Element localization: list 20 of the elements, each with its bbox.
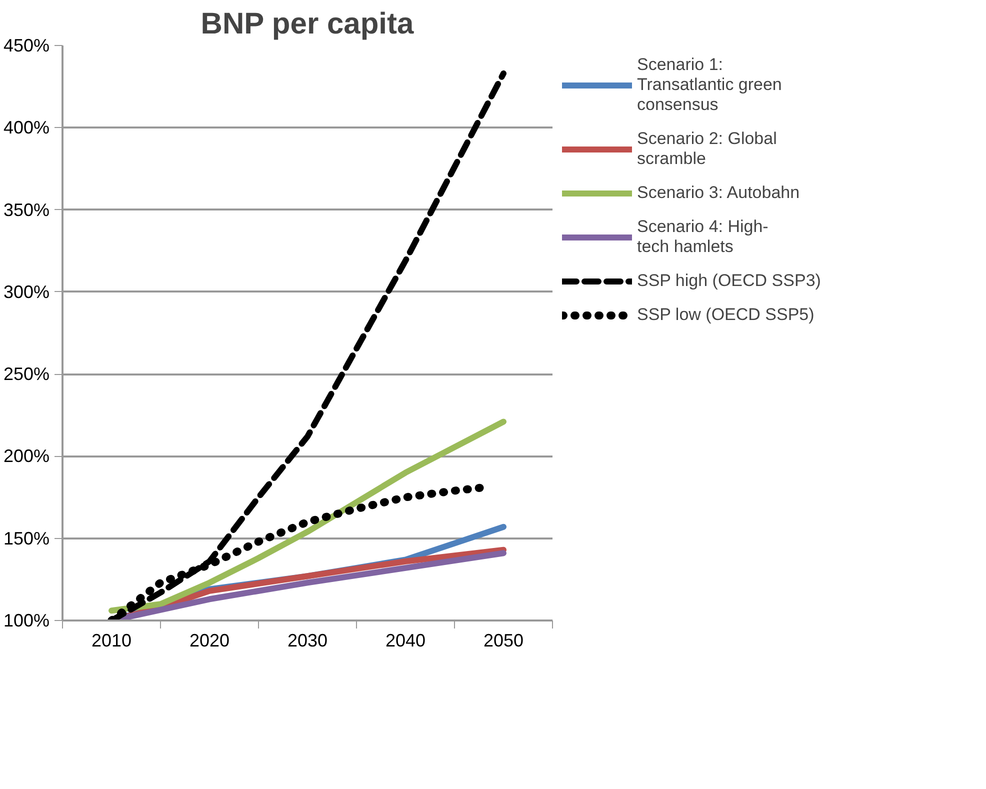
y-tick-label: 300% [3,282,50,302]
y-tick-label: 350% [3,200,50,220]
legend-label: SSP high (OECD SSP3) [637,271,821,291]
x-tick-label: 2040 [385,630,426,650]
y-tick-label: 450% [3,36,50,56]
x-tick-label: 2020 [189,630,230,650]
y-tick-label: 400% [3,118,50,138]
y-tick-label: 200% [3,446,50,466]
legend-label: SSP low (OECD SSP5) [637,305,814,325]
x-tick-label: 2010 [91,630,132,650]
x-tick-label: 2030 [287,630,328,650]
legend-label: Scenario 4: High-tech hamlets [637,217,768,257]
legend-label: Scenario 2: Global scramble [637,129,777,169]
legend-label: Scenario 3: Autobahn [637,183,800,203]
y-tick-label: 100% [3,610,50,630]
y-tick-label: 150% [3,528,50,548]
x-tick-label: 2050 [483,630,524,650]
legend-label: Scenario 1: Transatlantic green consensus [637,55,782,115]
y-tick-label: 250% [3,364,50,384]
chart-title: BNP per capita [200,8,414,40]
